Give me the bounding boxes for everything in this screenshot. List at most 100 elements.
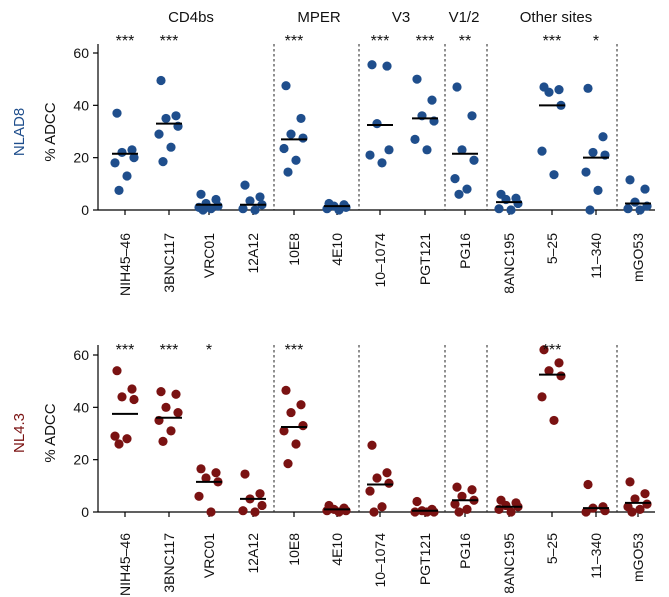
significance-marker: *: [593, 33, 599, 50]
data-point: [122, 434, 132, 444]
data-point: [377, 158, 387, 168]
data-point: [410, 507, 420, 517]
data-point: [583, 479, 593, 490]
data-point: [114, 185, 124, 195]
data-point: [198, 205, 208, 215]
data-point: [630, 494, 640, 504]
data-point: [384, 145, 394, 155]
data-point: [250, 205, 260, 215]
data-point: [635, 205, 645, 215]
x-tick-label: VRC01: [201, 533, 217, 578]
data-point: [127, 145, 137, 155]
data-point: [240, 180, 250, 190]
data-point: [412, 496, 422, 507]
data-point: [367, 440, 377, 450]
x-tick-label: 5–25: [544, 233, 560, 264]
data-point: [585, 205, 595, 215]
data-point: [201, 473, 211, 483]
data-point: [539, 345, 549, 355]
y-tick-label: 40: [73, 97, 89, 113]
data-point: [549, 415, 559, 426]
data-point: [640, 489, 650, 499]
data-point: [513, 198, 523, 209]
data-point: [454, 507, 464, 517]
data-point: [173, 407, 183, 418]
x-tick-label: 10–1074: [372, 533, 388, 588]
data-point: [494, 204, 504, 214]
significance-marker: ***: [160, 342, 179, 359]
data-point: [452, 82, 462, 92]
data-point: [377, 502, 387, 512]
data-point: [117, 392, 127, 402]
data-point: [422, 507, 432, 517]
data-point: [112, 366, 122, 376]
x-tick-label: VRC01: [201, 233, 217, 278]
data-point: [156, 387, 166, 397]
data-point: [279, 143, 289, 154]
group-label-v3: V3: [392, 9, 410, 26]
significance-marker: ***: [371, 33, 390, 50]
data-point: [372, 473, 382, 483]
significance-marker: ***: [543, 33, 562, 50]
data-point: [372, 119, 382, 129]
data-point: [462, 504, 472, 514]
significance-marker: ***: [116, 342, 135, 359]
data-point: [291, 155, 301, 165]
data-point: [367, 60, 377, 70]
data-point: [457, 491, 467, 501]
data-point: [158, 156, 168, 167]
data-point: [129, 153, 139, 163]
x-tick-label: NIH45–46: [117, 233, 133, 296]
significance-marker: ***: [543, 342, 562, 359]
x-tick-label: PG16: [457, 533, 473, 569]
data-point: [286, 129, 296, 139]
data-point: [194, 491, 204, 501]
data-point: [537, 146, 547, 156]
data-point: [283, 167, 293, 177]
data-point: [627, 507, 637, 517]
significance-marker: ***: [285, 33, 304, 50]
data-point: [281, 385, 291, 395]
group-label-cd4bs: CD4bs: [168, 9, 214, 26]
data-point: [462, 184, 472, 194]
data-point: [166, 142, 176, 152]
x-tick-label: NIH45–46: [117, 533, 133, 596]
data-point: [255, 489, 265, 499]
data-point: [635, 504, 645, 514]
data-point: [196, 464, 206, 474]
y-tick-label: 0: [81, 202, 89, 218]
x-tick-label: 3BNC117: [161, 533, 177, 593]
y-tick-label: 40: [73, 399, 89, 415]
data-point: [544, 366, 554, 376]
significance-marker: *: [206, 342, 212, 359]
data-point: [467, 485, 477, 495]
data-point: [110, 431, 120, 441]
data-point: [240, 469, 250, 479]
data-point: [156, 75, 166, 86]
significance-marker: ***: [116, 33, 135, 50]
data-point: [279, 426, 289, 436]
data-point: [117, 147, 127, 158]
data-point: [127, 384, 137, 394]
data-point: [365, 150, 375, 160]
data-point: [554, 85, 564, 95]
data-point: [250, 507, 260, 517]
data-point: [322, 506, 332, 516]
x-tick-label: 11–340: [588, 233, 604, 279]
data-point: [549, 170, 559, 180]
data-point: [583, 83, 593, 93]
data-point: [382, 468, 392, 478]
data-point: [171, 389, 181, 399]
data-point: [625, 477, 635, 487]
x-tick-label: PGT121: [417, 533, 433, 585]
data-point: [257, 500, 267, 511]
x-tick-label: PGT121: [417, 233, 433, 285]
data-point: [593, 185, 603, 195]
x-tick-label: 10E8: [286, 233, 302, 266]
data-point: [196, 189, 206, 199]
x-tick-label: 10E8: [286, 533, 302, 566]
data-point: [588, 147, 598, 158]
data-point: [298, 133, 308, 143]
data-point: [296, 400, 306, 410]
data-point: [291, 439, 301, 449]
